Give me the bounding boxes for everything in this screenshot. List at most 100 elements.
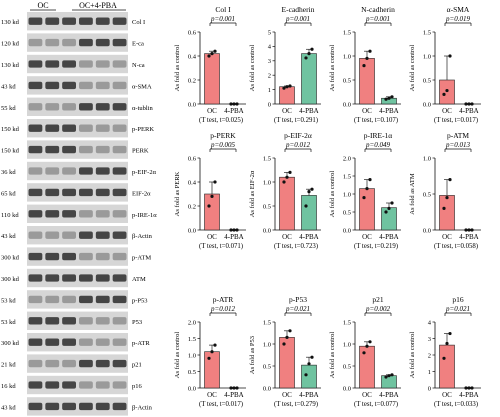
y-tick-label: 1.5 [188,336,196,343]
chart-panel: p-IRE-1αp=0.049 0.0 0.5 1.0 1.5 2.0 As fold as… [329,131,401,250]
data-point [387,96,391,100]
blot-band [45,402,60,411]
data-point [390,373,394,377]
blot-strip [27,12,128,31]
y-tick-label: 0.6 [188,29,197,36]
blot-kd-label: 43 kd [1,404,16,411]
data-point [213,49,217,53]
data-point [445,341,449,346]
y-axis-label: As fold as control [249,45,256,92]
data-point [464,102,468,106]
bar-4pba [381,375,397,389]
y-tick-label: 0.5 [423,191,431,198]
y-tick-label: 1.5 [343,173,351,180]
blot-strip [27,226,128,245]
y-axis-label: As fold as control [329,45,336,92]
chart-title: Col I [215,5,231,14]
y-tick-label: 1.0 [343,191,351,198]
blot-protein-label: p16 [132,383,143,390]
blot-band [112,359,127,368]
blot-band [28,402,43,411]
blot-band [95,231,110,239]
blot-protein-label: α-SMA [132,83,152,90]
blot-band [79,402,93,411]
y-tick-label: 4 [268,44,272,51]
blot-band [62,210,76,218]
blot-protein-label: p-ATR [132,340,150,347]
chart-title: p16 [452,295,464,304]
blot-band [95,338,110,346]
blot-protein-label: ATM [132,276,146,283]
bar-oc [279,337,295,389]
blot-band [112,38,127,47]
blot-strip [27,54,128,74]
data-point [282,86,286,90]
y-tick-label: 0.0 [263,227,271,234]
y-tick-label: 0.0 [343,385,351,392]
y-tick-label: 0.0 [343,227,351,234]
y-tick-label: 0.5 [343,363,351,370]
blot-band [112,231,127,239]
data-point [207,54,211,58]
blot-band [62,81,76,90]
blot-band [112,167,127,175]
chart-title: p-PERK [210,131,236,140]
blot-band [45,60,60,68]
y-tick-label: 5 [268,29,271,36]
data-point [365,344,369,348]
x-tick-label: OC [442,107,452,115]
bar-4pba [301,195,317,231]
blot-band [62,381,76,389]
blot-strip [27,247,128,266]
blot-strip [27,397,128,416]
blot-band [45,188,60,197]
data-point [304,56,308,60]
blot-band [45,295,60,304]
y-axis-label: As fold as control [409,45,416,92]
blot-band [112,317,127,325]
blot-band [79,338,93,346]
data-point [207,204,211,208]
blot-band [45,274,60,282]
y-tick-label: 1.0 [263,179,271,186]
blot-band [62,252,76,261]
blot-band [45,231,60,239]
y-tick-label: 0.4 [188,179,197,186]
blot-band [95,295,110,304]
y-tick-label: 1.5 [343,29,351,36]
y-tick-label: 0.5 [188,369,196,376]
blot-band [112,252,127,261]
chart-panel: p-EIF-2αp=0.012 0.0 0.5 1.0 1.5 As fold as EI… [249,131,321,250]
y-axis-label: As fold as ATM [409,173,416,215]
data-point [232,102,236,106]
blot-band [28,103,43,111]
data-point [384,97,388,101]
blot-band [62,103,76,111]
data-point [445,88,449,93]
blot-band [62,338,76,346]
blot-band [112,274,127,282]
blot-band [28,38,43,47]
p-value-label: p=0.019 [445,15,470,23]
blot-band [45,252,60,261]
y-axis-label: As fold as control [174,45,181,92]
y-tick-label: 0.0 [263,385,271,392]
data-point [207,356,211,360]
data-point [285,335,289,339]
blot-kd-label: 53 kd [1,297,16,304]
p-value-label: p=0.001 [365,15,390,23]
x-tick-label: OC [362,391,372,399]
y-axis-label: As fold as control [174,332,181,379]
blot-protein-label: Col I [132,19,145,26]
blot-band [45,17,60,25]
blot-band [95,145,110,154]
blot-band [95,359,110,368]
blot-kd-label: 21 kd [1,362,16,369]
blot-kd-label: 130 kd [1,62,20,69]
data-point [310,187,314,191]
test-annotation: (T test, t=0.033) [434,401,478,408]
blot-band [45,81,60,90]
y-tick-label: 0.0 [423,227,431,234]
